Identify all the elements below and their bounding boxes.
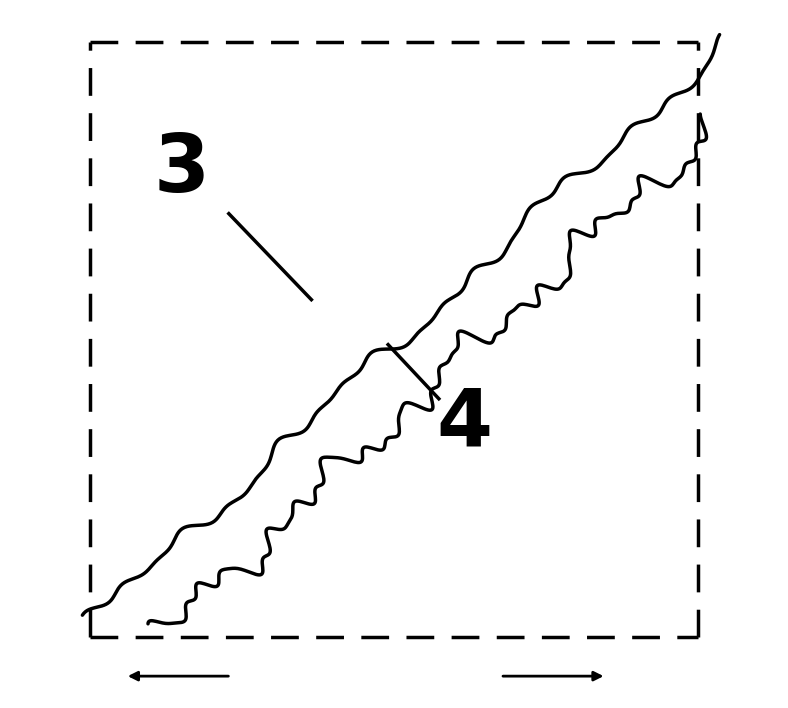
Text: 3: 3 — [154, 131, 210, 209]
Text: 4: 4 — [437, 386, 492, 464]
